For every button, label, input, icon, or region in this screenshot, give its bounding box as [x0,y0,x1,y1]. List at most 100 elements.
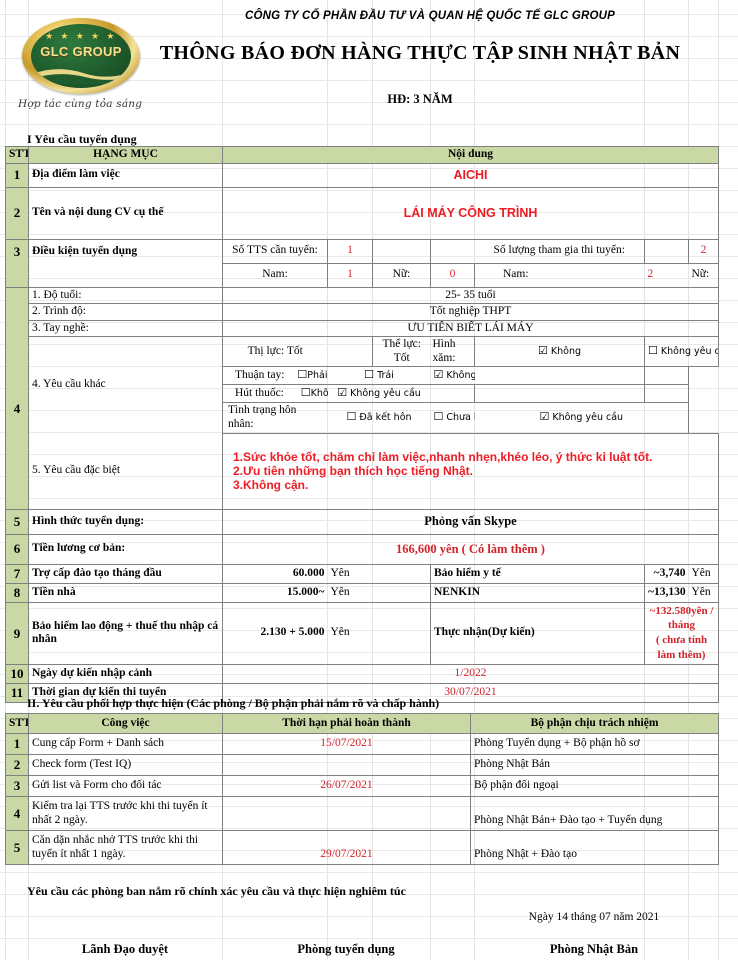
net-income-amount: ~132.580yên / tháng ( chưa tính làm thêm… [644,601,719,665]
task-no-4: 4 [5,796,29,831]
table-row-labor-insurance: 9 Bảo hiểm lao động + thuế thu nhập cá n… [5,601,719,665]
checkbox-smoke-no-icon[interactable]: ☐ [300,386,311,400]
checkbox-tattoo-none-icon[interactable]: ☑ [537,344,548,358]
checkbox-hand-any-icon[interactable]: ☑ [433,368,444,382]
tattoo-option-none[interactable]: ☑ Không [474,336,645,368]
section-1-label: I Yêu cầu tuyển dụng [27,132,137,146]
marital-option-any[interactable]: ☑ Không yêu cầu [474,402,689,434]
row-label-training-allowance: Trợ cấp đào tạo tháng đầu [28,563,223,584]
row-no-4-bottom [5,433,29,510]
checkbox-hand-right-icon[interactable]: ☐ [297,368,308,382]
hand-option-left[interactable]: ☐ Trái [327,366,431,386]
row-label-age: 1. Độ tuổi: [28,286,223,305]
hand-option-left-label: Trái [377,370,394,382]
exam-count-label-pad [430,238,475,264]
labor-insurance-unit: Yên [327,601,373,665]
row-no-8: 8 [5,582,29,603]
nenkin-unit: Yên [688,582,719,603]
row-no-6: 6 [5,533,29,565]
exam-male-value: 2 [644,262,689,288]
logo-tagline: Hợp tác cùng tỏa sáng [18,98,143,110]
fitness-label: Thể lực: Tốt [372,336,431,368]
task-dept-2: Phòng Nhật Bản [470,754,719,776]
checkbox-smoke-any-icon[interactable]: ☑ [337,386,348,400]
special-req-line-1: 1.Sức khỏe tốt, chăm chỉ làm việc,nhanh … [233,449,653,464]
row-no-1: 1 [5,162,29,188]
checkbox-tattoo-any-icon[interactable]: ☐ [648,344,658,358]
tattoo-label: Hình xăm: [430,336,475,368]
task-name-5: Căn dặn nhắc nhở TTS trước khi thi tuyển… [28,830,223,865]
table-row-training-allowance: 7 Trợ cấp đào tạo tháng đầu 60.000 Yên B… [5,563,719,584]
hand-option-right[interactable]: ☐Phải [297,368,327,382]
signature-leader: Lãnh Đạo duyệt [81,942,169,956]
task-name-1: Cung cấp Form + Danh sách [28,733,223,755]
marital-option-married[interactable]: ☐ Đã kết hôn [327,402,431,434]
row-no-4: 4 [5,384,29,433]
table-row-conditions-gender: Nam: 1 Nữ: 0 Nam: 2 Nữ: 0 [5,262,719,288]
marital-option-married-label: Đã kết hôn [359,412,412,424]
glc-group-logo: ★ ★ ★ ★ ★ GLC GROUP [22,18,140,98]
signature-recruit: Phòng tuyển dụng [297,942,395,956]
hand-spacer-2 [644,366,689,386]
checkbox-marital-any-icon[interactable]: ☑ [539,410,550,424]
vision-label: Thị lực: Tốt [222,336,328,368]
row-value-recruit-method: Phỏng vấn Skype [222,508,719,535]
row-value-special-req: 1.Sức khỏe tốt, chăm chỉ làm việc,nhanh … [222,432,719,510]
row-no-9: 9 [5,601,29,665]
need-female-label: Nữ: [372,262,431,288]
row-label-skill: 3. Tay nghề: [28,319,223,338]
task-deadline-3: 26/07/2021 [222,775,471,797]
row-value-exam-date: 30/07/2021 [222,682,719,703]
contract-duration: HĐ: 3 NĂM [387,92,453,106]
task-dept-3: Bộ phận đối ngoại [470,775,719,797]
exam-female-wrap: Nữ: 0 [688,262,719,288]
marital-option-single[interactable]: ☐ Chưa kết hôn [430,402,475,434]
task-deadline-2 [222,754,471,776]
smoke-option-any-label: Không yêu cầu [350,388,421,400]
checkbox-hand-left-icon[interactable]: ☐ [364,368,375,382]
exam-spacer [644,238,689,264]
company-name: CÔNG TY CỔ PHẦN ĐẦU TƯ VÀ QUAN HỆ QUỐC T… [244,10,616,22]
task-name-3: Gửi list và Form cho đối tác [28,775,223,797]
housing-unit: Yên [327,582,373,603]
marital-option-single-label: Chưa kết hôn [446,412,474,424]
table-row-education: 2. Trình độ: Tốt nghiệp THPT [6,303,719,321]
table-row: 3 Gửi list và Form cho đối tác 26/07/202… [5,775,719,797]
tattoo-option-any[interactable]: ☐ Không yêu cầu [644,336,719,368]
nenkin-label: NENKIN [430,582,645,603]
hand-option-any[interactable]: ☑ Không yêu cầu [430,366,475,386]
row-label-education: 2. Trình độ: [28,303,223,321]
row-no-10: 10 [5,663,29,684]
special-req-line-2: 2.Ưu tiên những bạn thích học tiếng Nhật… [233,463,473,478]
smoke-label: Hút thuốc: [235,387,284,400]
closing-statement: Yêu cầu các phòng ban nắm rõ chính xác y… [27,884,406,898]
nenkin-amount: ~13,130 [644,582,689,603]
col2-header-dept: Bộ phận chịu trách nhiệm [470,713,719,734]
checkbox-married-icon[interactable]: ☐ [346,410,357,424]
hand-spacer-1 [474,366,645,386]
row-label-other-req: 4. Yêu cầu khác [28,336,223,433]
col2-header-task: Công việc [28,713,223,734]
hand-label-wrap: Thuận tay: ☐Phải [222,366,328,386]
row-no-3-cont [5,263,29,288]
labor-insurance-pad [372,601,431,665]
need-count-value: 1 [327,238,373,264]
task-name-2: Check form (Test IQ) [28,754,223,776]
row-value-education: Tốt nghiệp THPT [222,303,719,321]
task-no-2: 2 [5,754,29,776]
checkbox-single-icon[interactable]: ☐ [433,410,444,424]
table-row-job-content: 2 Tên và nội dung CV cụ thể LÁI MÁY CÔNG… [5,186,719,240]
smoke-option-any[interactable]: ☑ Không yêu cầu [327,384,431,404]
task-name-4: Kiểm tra lại TTS trước khi thi tuyển ít … [28,796,223,831]
row-no-4-mid [5,336,29,385]
smoke-option-no[interactable]: ☐Không [300,386,328,400]
task-dept-5: Phòng Nhật + Đào tạo [470,830,719,865]
col2-header-deadline: Thời hạn phải hoàn thành [222,713,471,734]
table-row: 5 Căn dặn nhắc nhở TTS trước khi thi tuy… [5,830,719,865]
smoke-label-wrap: Hút thuốc: ☐Không [222,384,328,404]
col-header-content: Nội dung [222,146,719,164]
section-2-label: II. Yêu cầu phối hợp thực hiện (Các phòn… [27,696,440,710]
task-deadline-5: 29/07/2021 [222,830,471,865]
training-allowance-amount: 60.000 [222,563,328,584]
